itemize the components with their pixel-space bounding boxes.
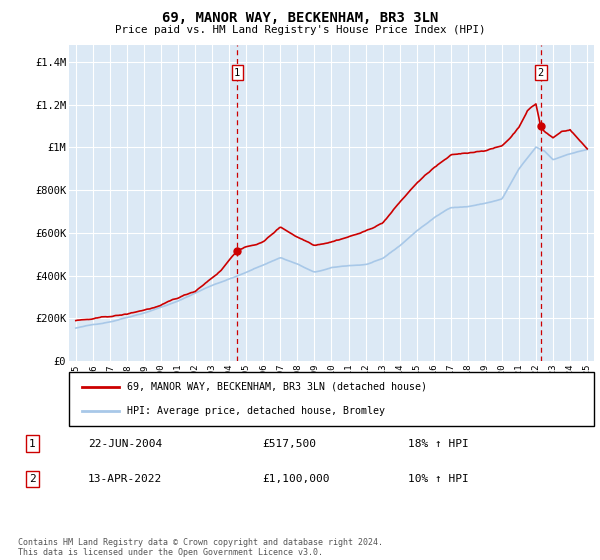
Text: 13-APR-2022: 13-APR-2022 xyxy=(88,474,162,484)
Text: 22-JUN-2004: 22-JUN-2004 xyxy=(88,438,162,449)
Text: 2: 2 xyxy=(29,474,36,484)
Text: £517,500: £517,500 xyxy=(262,438,316,449)
Text: 2: 2 xyxy=(538,68,544,78)
Text: 69, MANOR WAY, BECKENHAM, BR3 3LN: 69, MANOR WAY, BECKENHAM, BR3 3LN xyxy=(162,11,438,25)
Text: HPI: Average price, detached house, Bromley: HPI: Average price, detached house, Brom… xyxy=(127,406,385,416)
Text: Price paid vs. HM Land Registry's House Price Index (HPI): Price paid vs. HM Land Registry's House … xyxy=(115,25,485,35)
Text: 1: 1 xyxy=(234,68,241,78)
Text: 18% ↑ HPI: 18% ↑ HPI xyxy=(408,438,469,449)
Text: 1: 1 xyxy=(29,438,36,449)
Text: 69, MANOR WAY, BECKENHAM, BR3 3LN (detached house): 69, MANOR WAY, BECKENHAM, BR3 3LN (detac… xyxy=(127,382,427,392)
Text: Contains HM Land Registry data © Crown copyright and database right 2024.
This d: Contains HM Land Registry data © Crown c… xyxy=(18,538,383,557)
Text: 10% ↑ HPI: 10% ↑ HPI xyxy=(408,474,469,484)
Text: £1,100,000: £1,100,000 xyxy=(262,474,330,484)
